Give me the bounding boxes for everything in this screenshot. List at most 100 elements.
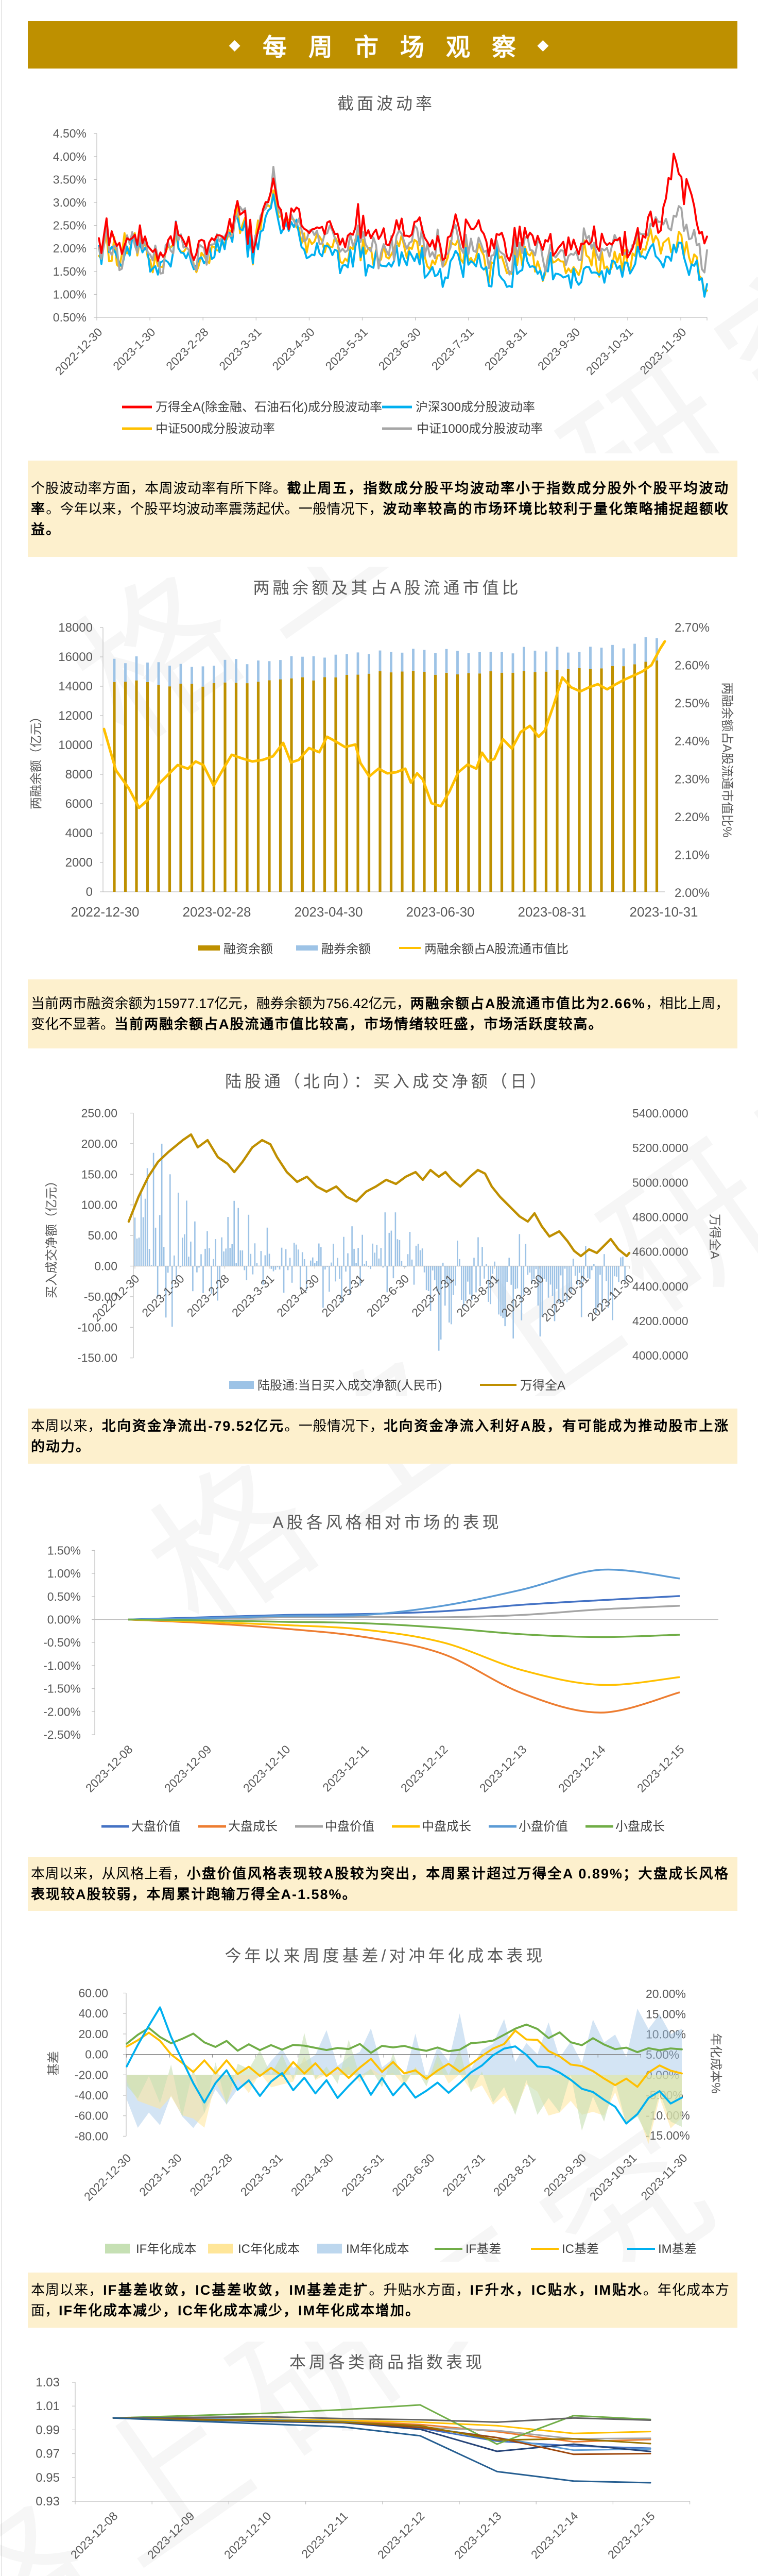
svg-text:中盘价值: 中盘价值 bbox=[325, 1820, 374, 1834]
svg-text:两融余额占A股流通市值比%: 两融余额占A股流通市值比% bbox=[720, 682, 734, 837]
svg-text:4.00%: 4.00% bbox=[53, 150, 87, 163]
svg-text:1.00%: 1.00% bbox=[47, 1567, 81, 1580]
svg-text:2023-2-28: 2023-2-28 bbox=[187, 2151, 235, 2199]
svg-text:2023-12-10: 2023-12-10 bbox=[221, 2509, 274, 2562]
svg-text:0.00: 0.00 bbox=[85, 2048, 108, 2061]
svg-text:2023-06-30: 2023-06-30 bbox=[406, 904, 475, 920]
svg-text:今年以来周度基差/对冲年化成本表现: 今年以来周度基差/对冲年化成本表现 bbox=[225, 1946, 546, 1965]
svg-text:融券余额: 融券余额 bbox=[321, 942, 371, 956]
svg-text:10000: 10000 bbox=[58, 738, 93, 752]
svg-text:16000: 16000 bbox=[58, 650, 93, 664]
svg-text:2.70%: 2.70% bbox=[675, 621, 710, 635]
svg-text:2.60%: 2.60% bbox=[675, 659, 710, 673]
svg-text:2023-12-14: 2023-12-14 bbox=[528, 2509, 581, 2562]
svg-text:2023-11-30: 2023-11-30 bbox=[638, 2151, 690, 2202]
svg-text:中证1000成分股波动率: 中证1000成分股波动率 bbox=[417, 422, 543, 436]
svg-text:2023-3-31: 2023-3-31 bbox=[238, 2151, 286, 2199]
svg-text:2023-7-31: 2023-7-31 bbox=[440, 2151, 488, 2199]
svg-text:18000: 18000 bbox=[58, 621, 93, 635]
svg-text:2023-10-31: 2023-10-31 bbox=[630, 904, 698, 920]
svg-text:2.20%: 2.20% bbox=[675, 810, 710, 824]
svg-text:-150.00: -150.00 bbox=[77, 1351, 117, 1365]
svg-text:200.00: 200.00 bbox=[81, 1137, 117, 1150]
svg-text:2023-12-08: 2023-12-08 bbox=[68, 2509, 120, 2562]
svg-text:2023-08-31: 2023-08-31 bbox=[518, 904, 587, 920]
svg-text:2023-12-13: 2023-12-13 bbox=[452, 2509, 504, 2562]
svg-text:14000: 14000 bbox=[58, 680, 93, 693]
svg-text:IM基差: IM基差 bbox=[658, 2242, 697, 2256]
svg-text:-0.50%: -0.50% bbox=[43, 1636, 81, 1649]
svg-text:2.10%: 2.10% bbox=[675, 848, 710, 862]
svg-text:60.00: 60.00 bbox=[78, 1987, 108, 2000]
svg-text:大盘成长: 大盘成长 bbox=[228, 1820, 278, 1834]
svg-text:0.50%: 0.50% bbox=[53, 311, 87, 324]
svg-text:沪深300成分股波动率: 沪深300成分股波动率 bbox=[416, 400, 535, 414]
svg-text:2023-9-30: 2023-9-30 bbox=[535, 325, 583, 373]
svg-text:IM年化成本: IM年化成本 bbox=[346, 2242, 409, 2256]
svg-text:2023-12-11: 2023-12-11 bbox=[320, 1742, 371, 1794]
svg-text:万得全A: 万得全A bbox=[708, 1214, 721, 1259]
svg-text:2023-04-30: 2023-04-30 bbox=[295, 904, 363, 920]
svg-text:4800.0000: 4800.0000 bbox=[632, 1210, 688, 1224]
svg-text:4600.0000: 4600.0000 bbox=[632, 1245, 688, 1259]
svg-text:2023-5-31: 2023-5-31 bbox=[319, 1272, 367, 1320]
svg-text:陆股通（北向）：买入成交净额（日）: 陆股通（北向）：买入成交净额（日） bbox=[225, 1072, 549, 1091]
svg-text:20.00: 20.00 bbox=[78, 2027, 108, 2041]
svg-text:两融余额及其占A股流通市值比: 两融余额及其占A股流通市值比 bbox=[253, 579, 521, 597]
svg-text:0.95: 0.95 bbox=[36, 2471, 60, 2485]
svg-text:4400.0000: 4400.0000 bbox=[632, 1280, 688, 1293]
svg-text:2023-4-30: 2023-4-30 bbox=[269, 325, 317, 373]
svg-text:1.50%: 1.50% bbox=[47, 1544, 81, 1557]
svg-text:2023-7-31: 2023-7-31 bbox=[429, 325, 477, 373]
svg-text:2023-6-30: 2023-6-30 bbox=[376, 325, 424, 373]
svg-text:10.00%: 10.00% bbox=[646, 2028, 686, 2041]
svg-text:2023-4-30: 2023-4-30 bbox=[274, 1272, 322, 1320]
svg-text:1.03: 1.03 bbox=[36, 2376, 60, 2389]
svg-text:2023-12-12: 2023-12-12 bbox=[398, 1742, 451, 1795]
svg-text:2023-2-28: 2023-2-28 bbox=[184, 1272, 232, 1320]
svg-text:2.50%: 2.50% bbox=[53, 219, 87, 232]
svg-text:2023-12-09: 2023-12-09 bbox=[162, 1742, 214, 1795]
svg-text:2023-8-31: 2023-8-31 bbox=[491, 2151, 539, 2199]
svg-text:5400.0000: 5400.0000 bbox=[632, 1107, 688, 1120]
svg-text:4.50%: 4.50% bbox=[53, 127, 87, 140]
svg-text:2023-02-28: 2023-02-28 bbox=[183, 904, 251, 920]
svg-text:-15.00%: -15.00% bbox=[646, 2129, 690, 2142]
svg-text:A股各风格相对市场的表现: A股各风格相对市场的表现 bbox=[272, 1513, 502, 1532]
svg-text:2023-12-14: 2023-12-14 bbox=[556, 1742, 608, 1795]
svg-text:2.50%: 2.50% bbox=[675, 697, 710, 710]
svg-text:3.50%: 3.50% bbox=[53, 173, 87, 186]
svg-text:中盘成长: 中盘成长 bbox=[422, 1820, 471, 1834]
svg-text:0.93: 0.93 bbox=[36, 2495, 60, 2509]
svg-text:2023-5-31: 2023-5-31 bbox=[323, 325, 371, 373]
svg-text:40.00: 40.00 bbox=[78, 2007, 108, 2020]
svg-text:0.00%: 0.00% bbox=[47, 1613, 81, 1626]
svg-text:-50.00: -50.00 bbox=[84, 1290, 117, 1303]
svg-text:-1.00%: -1.00% bbox=[43, 1659, 81, 1672]
svg-text:2023-9-30: 2023-9-30 bbox=[541, 2151, 589, 2199]
svg-text:2023-2-28: 2023-2-28 bbox=[163, 325, 211, 373]
svg-text:2.40%: 2.40% bbox=[675, 735, 710, 749]
svg-text:2023-1-30: 2023-1-30 bbox=[136, 2151, 184, 2199]
svg-text:基差: 基差 bbox=[47, 2051, 61, 2076]
svg-text:2.00%: 2.00% bbox=[675, 886, 710, 900]
svg-text:250.00: 250.00 bbox=[81, 1107, 117, 1120]
svg-text:0.50%: 0.50% bbox=[47, 1590, 81, 1603]
svg-text:1.00%: 1.00% bbox=[53, 287, 87, 301]
svg-text:中证500成分股波动率: 中证500成分股波动率 bbox=[156, 422, 275, 436]
svg-text:2000: 2000 bbox=[65, 856, 93, 870]
svg-text:-80.00: -80.00 bbox=[75, 2129, 108, 2143]
svg-text:0.97: 0.97 bbox=[36, 2447, 60, 2461]
svg-text:6000: 6000 bbox=[65, 797, 93, 811]
svg-text:2023-9-30: 2023-9-30 bbox=[499, 1272, 547, 1320]
svg-text:100.00: 100.00 bbox=[81, 1198, 117, 1212]
svg-text:2023-12-12: 2023-12-12 bbox=[375, 2509, 427, 2562]
svg-text:IF年化成本: IF年化成本 bbox=[136, 2242, 196, 2256]
svg-text:3.00%: 3.00% bbox=[53, 196, 87, 209]
svg-text:4000: 4000 bbox=[65, 826, 93, 840]
svg-text:2023-8-31: 2023-8-31 bbox=[482, 325, 530, 373]
svg-text:-1.50%: -1.50% bbox=[43, 1682, 81, 1696]
svg-text:年化成本%: 年化成本% bbox=[709, 2033, 722, 2093]
svg-text:-2.00%: -2.00% bbox=[43, 1705, 81, 1718]
svg-text:5200.0000: 5200.0000 bbox=[632, 1141, 688, 1155]
